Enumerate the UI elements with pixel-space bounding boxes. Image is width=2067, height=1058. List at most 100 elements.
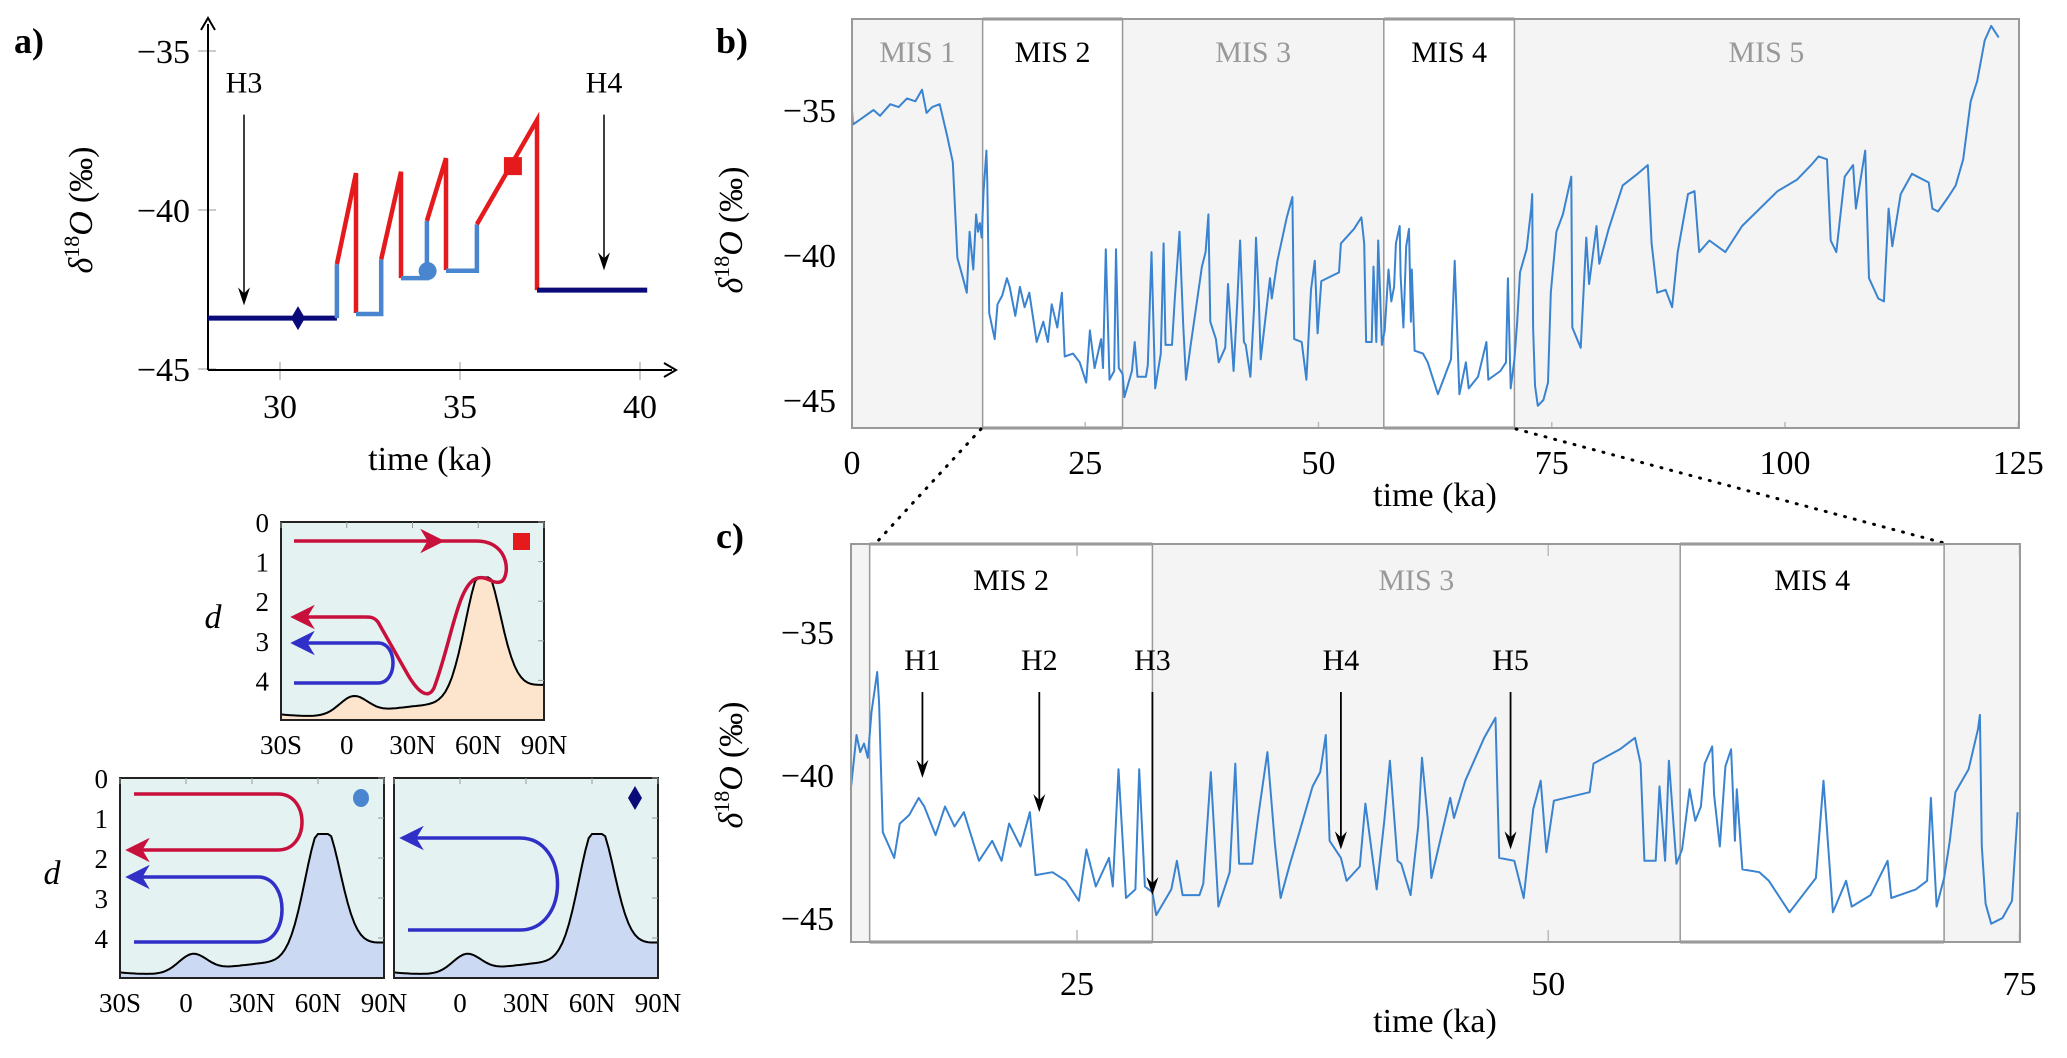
stage-label: MIS 3 (1378, 564, 1454, 597)
panel-label-c: c) (716, 516, 744, 556)
heinrich-label: H1 (904, 644, 941, 677)
panel-a-phase-lines (208, 111, 648, 321)
upper-cell-flow-arrow (125, 792, 304, 863)
depth-tick-label: 3 (256, 627, 270, 657)
depth-tick-label: 0 (256, 508, 270, 538)
warm-deep-cell-flow-arrow (290, 539, 508, 696)
x-tick-label: 100 (1760, 445, 1811, 482)
mini-panel-axis-ticks: 30S 0 30N 60N 90N 0 1 2 3 4 (256, 508, 568, 760)
depth-tick-label: 4 (95, 924, 109, 954)
stage-label: MIS 4 (1774, 564, 1850, 597)
lat-tick-label: 30N (503, 988, 550, 1018)
heinrich-arrow-head-icon (916, 759, 929, 778)
circle-marker-icon (418, 262, 437, 281)
panel-b-ticks: −35 −40 −450 25 50 75 100 125 (783, 93, 2044, 482)
mini-panel-depth-label-top: d (205, 599, 223, 636)
x-tick-label: 75 (2003, 966, 2037, 1003)
heinrich-label: H5 (1492, 644, 1529, 677)
cold-circle-marker-icon (353, 789, 369, 807)
stadial-diamond-marker-icon (628, 786, 642, 810)
stage-label: MIS 5 (1728, 36, 1804, 69)
stage-label: MIS 4 (1411, 36, 1487, 69)
diamond-marker-icon (291, 306, 305, 331)
stage-band (1514, 19, 2019, 428)
panel-c-y-label: δ18O(‰) (709, 701, 750, 828)
heinrich-label: H3 (1134, 644, 1171, 677)
lat-tick-label: 90N (635, 988, 682, 1018)
y-tick-label: −40 (137, 193, 190, 230)
panel-c-x-label: time (ka) (1373, 1003, 1497, 1040)
heinrich-arrow-head-icon (1504, 831, 1517, 850)
panel-b-stage-bands: MIS 1 MIS 2 MIS 3 MIS 4 MIS 5 (851, 17, 2019, 430)
panel-c-record-line (849, 671, 2019, 925)
stage-band (1944, 544, 2020, 942)
depth-tick-label: 4 (256, 666, 270, 696)
depth-tick-label: 1 (95, 804, 109, 834)
stage-band (1383, 19, 1515, 428)
phase-segment-cold (356, 259, 384, 317)
phase-segment-warm (474, 111, 540, 291)
panel-a-y-axis-arrow-icon (200, 16, 216, 31)
depth-tick-label: 1 (256, 548, 270, 578)
panel-b-timeseries: b) MIS 1 MIS 2 MIS 3 MIS 4 MIS 5 −35 −40 −450 2… (709, 17, 2044, 514)
x-tick-label: 50 (1531, 966, 1565, 1003)
heinrich-label: H3 (226, 67, 263, 100)
phase-segment-warm (424, 157, 449, 271)
phase-segment-warm (379, 171, 404, 279)
panel-b-y-label: δ18O(‰) (709, 166, 750, 293)
lat-tick-label: 0 (179, 988, 193, 1018)
depth-tick-label: 3 (95, 884, 109, 914)
panel-c-heinrich-annotations: H1 H2 H3 H4 H5 (904, 644, 1529, 896)
mini-panel-warm: 30S 0 30N 60N 90N 0 1 2 3 4 (256, 508, 568, 760)
heinrich-label: H2 (1021, 644, 1058, 677)
x-tick-label: 0 (844, 445, 861, 482)
heinrich-arrow-head-icon (1334, 831, 1347, 850)
y-tick-label: −45 (783, 383, 836, 420)
panel-a-markers (291, 157, 522, 331)
zoom-connector-left (874, 427, 983, 545)
lat-tick-label: 0 (453, 988, 467, 1018)
panel-b-frame (851, 18, 2020, 429)
square-marker-icon (503, 157, 522, 176)
x-tick-label: 50 (1302, 445, 1336, 482)
stage-label: MIS 1 (879, 36, 955, 69)
heinrich-label: H4 (1323, 644, 1360, 677)
stage-band (869, 544, 1153, 942)
depth-tick-label: 2 (256, 587, 270, 617)
stage-label: MIS 2 (1015, 36, 1091, 69)
heinrich-arrow-head-icon (1033, 794, 1046, 813)
topography-ridge (394, 833, 658, 978)
panel-c-frame (850, 543, 2021, 943)
lat-tick-label: 60N (455, 730, 502, 760)
mini-panel-depth-label-bottom: d (44, 855, 62, 892)
x-tick-label: 25 (1060, 966, 1094, 1003)
stage-label: MIS 3 (1215, 36, 1291, 69)
x-tick-label: 35 (443, 389, 477, 426)
mini-panel-axis-ticks: 30S 0 30N 60N 90N 0 1 2 3 4 (95, 764, 408, 1018)
depth-tick-label: 0 (95, 764, 109, 794)
heinrich-arrow-head-icon (238, 287, 250, 306)
lat-tick-label: 30S (260, 730, 302, 760)
panel-b-x-label: time (ka) (1373, 477, 1497, 514)
lat-tick-label: 30N (229, 988, 276, 1018)
panel-label-a: a) (14, 21, 44, 61)
stage-band (1122, 19, 1384, 428)
stage-band (982, 19, 1123, 428)
y-tick-label: −35 (783, 93, 836, 130)
warm-square-marker-icon (513, 533, 530, 550)
heinrich-label: H4 (586, 67, 623, 100)
heinrich-arrow-head-icon (598, 252, 610, 271)
panel-c-stage-bands: MIS 2 MIS 3 MIS 4 (850, 542, 2020, 944)
mini-panel-stadial: 0 30N 60N 90N (393, 777, 682, 1018)
x-tick-label: 125 (1993, 445, 2044, 482)
x-tick-label: 25 (1068, 445, 1102, 482)
topography-ridge (120, 833, 384, 978)
stage-band (1152, 544, 1681, 942)
lat-tick-label: 90N (521, 730, 568, 760)
panel-a-x-label: time (ka) (368, 441, 492, 478)
lat-tick-label: 30N (389, 730, 436, 760)
phase-segment-cold (446, 224, 480, 273)
panel-b-record-line (851, 24, 2000, 407)
